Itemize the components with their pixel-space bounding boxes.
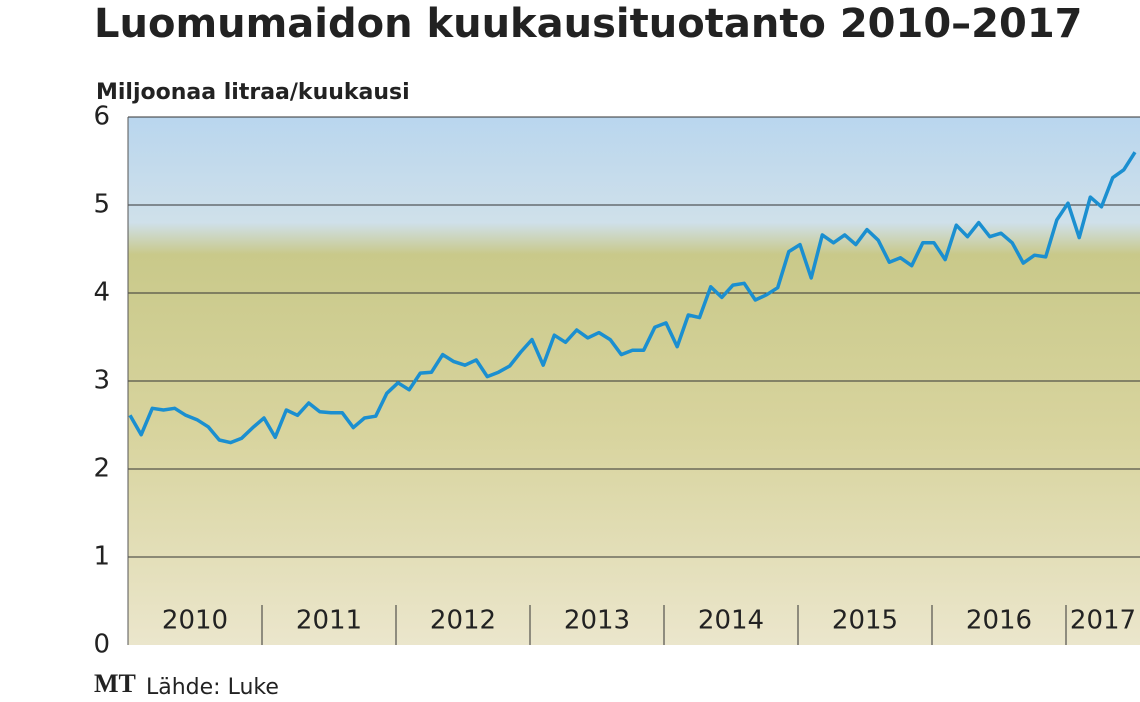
y-tick-label: 1	[93, 542, 110, 572]
y-tick-label: 4	[93, 278, 110, 308]
y-tick-label: 6	[93, 102, 110, 132]
y-tick-label: 3	[93, 366, 110, 396]
source-logo: MT	[94, 669, 136, 698]
x-tick-label: 2014	[698, 606, 764, 636]
x-tick-label: 2013	[564, 606, 630, 636]
x-tick-label: 2011	[296, 606, 362, 636]
y-axis-label: Miljoonaa litraa/kuukausi	[96, 80, 410, 105]
chart-title: Luomumaidon kuukausituotanto 2010–2017	[94, 1, 1083, 47]
x-tick-label: 2010	[162, 606, 228, 636]
x-tick-label: 2017	[1070, 606, 1136, 636]
x-tick-label: 2016	[966, 606, 1032, 636]
y-tick-label: 2	[93, 454, 110, 484]
y-tick-label: 0	[93, 630, 110, 660]
source: Lähde: Luke	[146, 675, 279, 700]
data-line	[128, 151, 1137, 445]
y-tick-label: 5	[93, 190, 110, 220]
x-tick-label: 2015	[832, 606, 898, 636]
x-tick-label: 2012	[430, 606, 496, 636]
